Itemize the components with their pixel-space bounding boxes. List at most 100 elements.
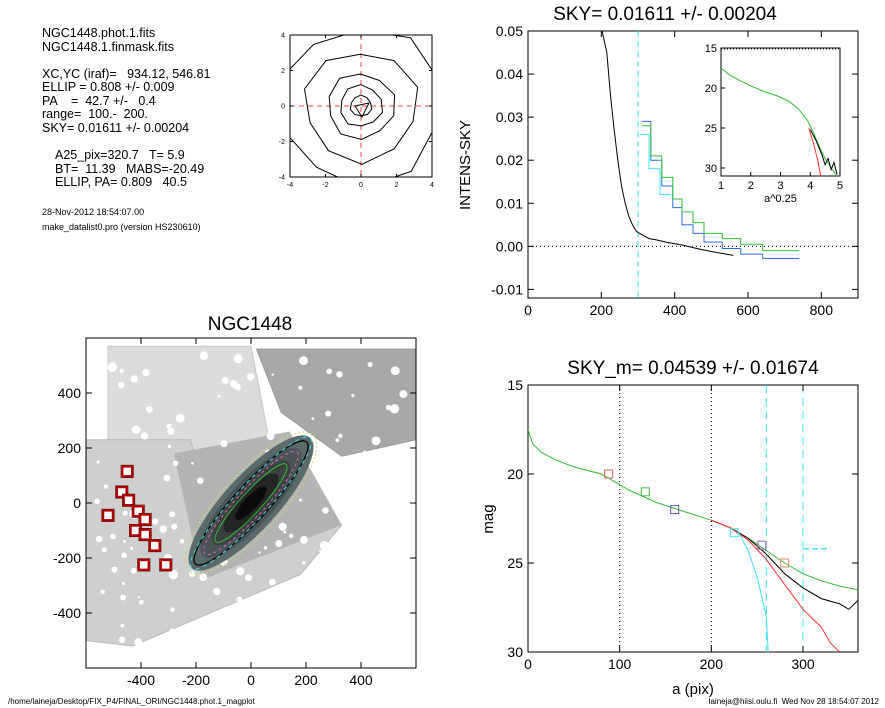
star-mask-speck [94,351,102,359]
star-mask-speck [319,540,330,551]
mag-ytick-label: 15 [507,377,523,393]
galaxy-ytick-label: 200 [58,440,82,456]
star-mask-speck [96,418,103,425]
star-mask-speck [140,432,149,440]
star-mask-speck [387,467,391,471]
star-mask-speck [169,628,175,634]
mask-box [138,528,152,541]
star-mask-speck [217,394,221,398]
star-mask-speck [361,513,365,517]
mag-marker-square [757,540,767,550]
info-block: NGC1448.phot.1.fits NGC1448.1.finmask.fi… [42,26,211,135]
star-mask-speck [299,498,303,502]
contour-xtick-label: 4 [430,182,434,189]
star-mask-speck [121,581,126,586]
star-mask-speck [398,511,403,516]
star-mask-speck [298,385,303,390]
mag-xtick-label: 300 [791,656,815,672]
photometry-block: A25_pix=320.7 T= 5.9 BT= 11.39 MABS=-20.… [55,148,205,189]
star-mask-speck [164,553,171,560]
star-mask-speck [236,596,243,603]
star-mask-speck [103,484,109,489]
star-mask-speck [303,594,308,598]
star-mask-speck [227,618,238,629]
mag-series-line [711,519,858,610]
inset-ytick-label: 15 [705,43,717,55]
star-mask-speck [338,433,343,438]
sky-profile-plot: SKY= 0.01611 +/- 0.00204 INTENS-SKY 0 200… [457,4,859,318]
star-mask-speck [134,638,143,647]
sky-xtick-label: 200 [590,302,614,318]
star-mask-speck [99,409,105,416]
sky-ytick-label: 0.05 [496,23,523,39]
mag-plot-title: SKY_m= 0.04539 +/- 0.01674 [567,358,819,379]
star-mask-speck [266,432,275,441]
star-mask-speck [300,535,308,544]
contour-ytick-label: 4 [281,33,285,40]
galaxy-xtick-label: 0 [247,672,255,688]
sky-ytick-label: -0.01 [491,281,523,297]
mask-box [137,558,150,572]
sky-series-line [601,31,734,256]
star-mask-speck [237,604,246,613]
footer-path: /home/laineja/Desktop/FIX_P4/FINAL_ORI/N… [8,697,255,706]
star-mask-speck [263,546,268,550]
star-mask-speck [130,567,137,574]
star-mask-speck [119,636,126,643]
star-mask-speck [389,404,400,414]
mask-box [122,494,135,507]
mag-ytick-label: 25 [507,555,523,571]
star-mask-speck [296,620,303,627]
star-mask-speck [373,465,380,471]
star-mask-speck [199,351,209,360]
galaxy-ytick-label: 400 [58,385,82,401]
star-mask-speck [131,425,141,435]
inset-series-line [720,67,838,177]
inset-ytick-label: 25 [705,123,717,135]
star-mask-speck [269,578,276,586]
star-mask-speck [213,587,221,596]
fit-ellipse-cyan [189,436,313,570]
inset-xtick-label: 2 [748,180,754,192]
mag-marker-square [670,505,680,515]
star-mask-speck [288,533,294,539]
star-mask-speck [233,354,243,364]
star-mask-speck [318,612,325,619]
star-mask-speck [315,454,320,459]
galaxy-ytick-label: 0 [73,495,81,511]
star-mask-speck [197,636,201,640]
star-mask-speck [311,417,315,420]
inset-xtick-label: 5 [837,180,843,192]
star-mask-speck [197,477,204,485]
star-mask-speck [137,596,141,599]
inset-series-line [808,127,822,177]
star-mask-speck [110,533,116,540]
star-mask-speck [275,539,283,548]
star-mask-speck [403,640,406,643]
inset-frame [720,47,841,177]
contour-ytick-label: 0 [281,104,285,111]
star-mask-speck [236,567,245,576]
mag-plot-xlabel: a (pix) [672,681,714,698]
mag-series-line [711,519,841,652]
star-mask-speck [120,623,125,628]
mag-frame [527,384,859,653]
star-mask-speck [246,628,252,633]
star-mask-speck [325,410,332,417]
star-mask-speck [283,530,287,534]
star-mask-speck [322,507,329,514]
star-mask-speck [122,510,128,516]
star-mask-speck [175,413,185,423]
mag-marker-square [604,469,614,479]
footer-user: laineja@hiisi.oulu.fi Wed Nov 28 18:54:0… [708,697,879,706]
inset-xtick-label: 4 [807,180,813,192]
inset-ytick-label: 20 [705,83,717,95]
inset-xtick-label: 3 [777,180,783,192]
galaxy-xtick-label: -200 [182,672,210,688]
star-mask-speck [172,460,179,467]
sky-ytick-label: 0.01 [496,195,523,211]
star-mask-speck [371,612,377,618]
contour-ytick-label: -4 [279,175,285,182]
star-mask-speck [367,361,373,368]
